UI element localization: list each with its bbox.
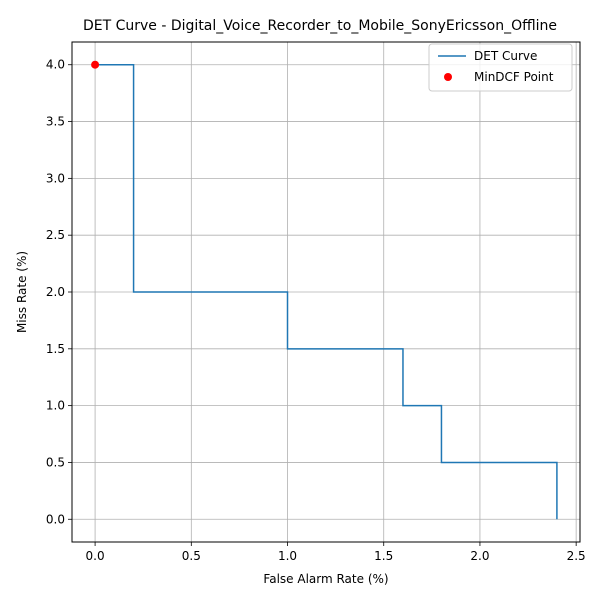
x-tick-label: 1.0	[278, 549, 297, 563]
y-tick-label: 2.0	[46, 285, 65, 299]
legend-marker-swatch	[444, 73, 452, 81]
y-tick-label: 2.5	[46, 228, 65, 242]
y-tick-label: 1.0	[46, 399, 65, 413]
legend-label-det-curve: DET Curve	[474, 49, 537, 63]
y-tick-label: 0.0	[46, 512, 65, 526]
chart-title: DET Curve - Digital_Voice_Recorder_to_Mo…	[83, 18, 557, 34]
y-axis-label: Miss Rate (%)	[15, 251, 29, 333]
y-tick-label: 1.5	[46, 342, 65, 356]
legend: DET Curve MinDCF Point	[428, 43, 573, 92]
y-tick-label: 3.0	[46, 171, 65, 185]
axis-ticks: 0.0 0.5 1.0 1.5 2.0 2.5 0.0 0.5 1.0 1.5 2.0 2.5 3.0 3…	[46, 58, 586, 563]
det-curve-line	[95, 63, 558, 520]
x-tick-label: 2.5	[567, 549, 586, 563]
plot-area	[91, 60, 558, 520]
mindcf-point	[91, 60, 100, 69]
x-tick-label: 1.5	[374, 549, 393, 563]
x-tick-label: 2.0	[470, 549, 489, 563]
y-tick-label: 4.0	[46, 58, 65, 72]
x-tick-label: 0.0	[86, 549, 105, 563]
x-tick-label: 0.5	[182, 549, 201, 563]
x-axis-label: False Alarm Rate (%)	[263, 572, 388, 586]
y-tick-label: 3.5	[46, 115, 65, 129]
legend-label-mindcf-point: MinDCF Point	[474, 70, 554, 84]
y-tick-label: 0.5	[46, 455, 65, 469]
